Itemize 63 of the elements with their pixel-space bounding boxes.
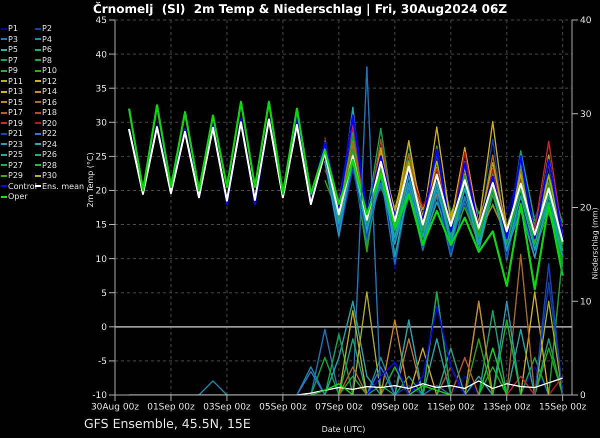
legend-label: P7 <box>8 56 18 64</box>
y2-tick-label: 10 <box>580 297 592 308</box>
legend-label: P20 <box>42 118 58 128</box>
legend-label: P4 <box>42 34 52 44</box>
x-tick-label: 30Aug 00z <box>90 402 140 412</box>
legend-label: P19 <box>8 118 24 128</box>
y-tick-label: 5 <box>101 288 107 299</box>
y2-tick-label: 30 <box>580 110 592 120</box>
legend-label: P16 <box>42 98 58 106</box>
y-tick-label: 30 <box>96 118 108 128</box>
legend-label: P10 <box>42 66 58 75</box>
legend-label: Control <box>8 182 37 190</box>
y-tick-label: 0 <box>101 323 108 334</box>
text: GFS Ensemble, 45.5N, 15E <box>84 416 251 431</box>
legend-label: P28 <box>42 160 58 170</box>
legend-label: Oper <box>8 192 28 201</box>
legend-label: P3 <box>8 34 18 44</box>
y-tick-label: 45 <box>96 16 107 26</box>
x-tick-label: 03Sep 00z <box>203 402 251 412</box>
legend-label: P30 <box>42 171 58 180</box>
legend-label: P29 <box>8 171 24 180</box>
legend-label: P21 <box>8 129 24 138</box>
x-axis-title: Date (UTC) <box>322 425 366 434</box>
legend-label: Ens. mean <box>42 182 84 190</box>
legend-label: P15 <box>8 98 24 106</box>
legend-label: P8 <box>42 56 52 64</box>
x-tick-label: 05Sep 00z <box>259 402 307 412</box>
y-tick-label: 25 <box>96 152 107 163</box>
legend-label: P1 <box>8 24 18 33</box>
legend-label: P2 <box>42 24 52 33</box>
x-tick-label: 11Sep 00z <box>427 402 475 412</box>
y2-tick-label: 0 <box>580 391 586 402</box>
x-tick-label: 07Sep 00z <box>315 402 363 412</box>
legend-label: P5 <box>8 45 18 54</box>
legend-label: P22 <box>42 129 58 138</box>
legend-label: P12 <box>42 76 58 86</box>
y-tick-label: 20 <box>96 186 108 197</box>
y-tick-label: -5 <box>98 357 107 368</box>
legend-label: P9 <box>8 66 18 75</box>
y2-tick-label: 20 <box>580 204 592 214</box>
legend-label: P14 <box>42 87 58 96</box>
legend-label: P26 <box>42 150 58 159</box>
x-tick-label: 01Sep 00z <box>147 402 195 412</box>
y-tick-label: 40 <box>96 50 108 60</box>
legend-label: P6 <box>42 45 52 54</box>
legend-label: P11 <box>8 76 24 86</box>
legend-label: P25 <box>8 150 24 159</box>
legend-label: P27 <box>8 160 24 170</box>
legend-label: P23 <box>8 140 24 148</box>
y-tick-label: -10 <box>92 391 108 402</box>
y-tick-label: 35 <box>96 84 107 94</box>
y2-tick-label: 40 <box>580 16 592 26</box>
y-tick-label: 15 <box>96 220 107 231</box>
chart-title: Črnomelj (Sl) 2m Temp & Niederschlag | Fri, 30Aug2024 06Z <box>92 2 508 16</box>
legend-label: P17 <box>8 108 24 117</box>
x-tick-label: 13Sep 00z <box>482 402 531 412</box>
y-axis-title: 2m Temp (°C) <box>86 152 95 208</box>
x-tick-label: 15Sep 00z <box>538 402 587 412</box>
y-tick-label: 10 <box>96 254 108 265</box>
legend-label: P13 <box>8 87 24 96</box>
legend-label: P18 <box>42 108 58 117</box>
x-tick-label: 09Sep 00z <box>371 402 419 412</box>
legend-label: P24 <box>42 140 58 148</box>
